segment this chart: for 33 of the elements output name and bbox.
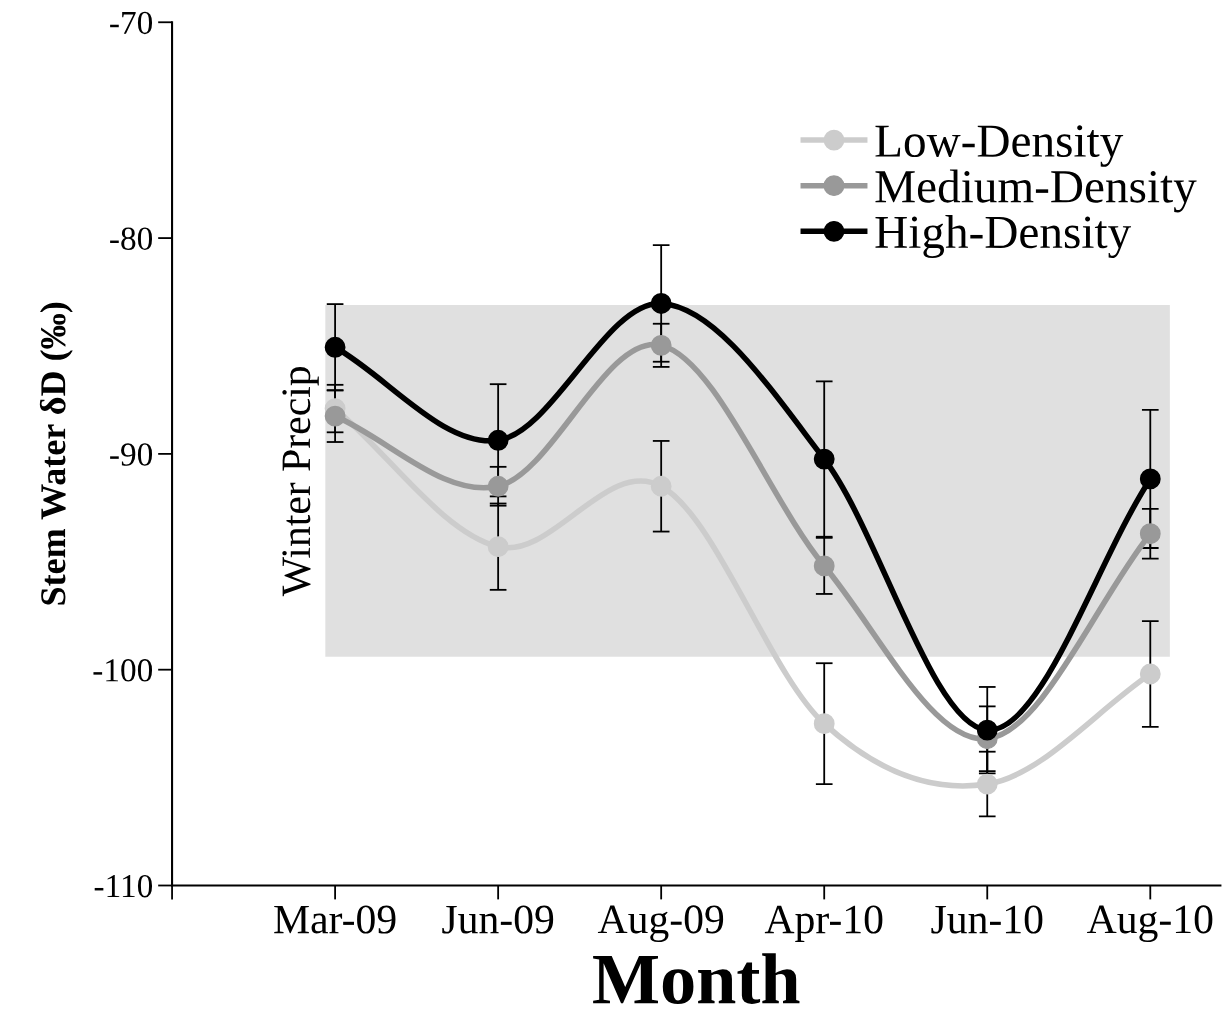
point — [650, 475, 672, 497]
x-tick-label: Aug-10 — [1087, 905, 1213, 943]
point — [487, 536, 509, 558]
point — [650, 334, 672, 356]
point — [650, 293, 672, 314]
x-tick-label: Mar-09 — [274, 905, 396, 934]
x-axis-title: Month — [593, 953, 800, 1004]
x-tick-label: Jun-10 — [931, 905, 1043, 934]
point — [324, 336, 346, 358]
point — [813, 555, 835, 577]
y-tick-label: -70 — [110, 11, 153, 35]
point — [1139, 468, 1161, 490]
x-tick-label: Aug-09 — [597, 905, 724, 943]
x-tick-label: Apr-10 — [764, 905, 883, 943]
y-tick-label: -80 — [110, 227, 153, 250]
y-tick-label: -110 — [94, 874, 153, 898]
point — [813, 448, 835, 470]
point — [976, 719, 998, 741]
point — [1139, 523, 1161, 545]
point — [1139, 663, 1161, 685]
point — [976, 773, 998, 795]
y-tick-label: -90 — [110, 443, 153, 466]
point — [324, 405, 346, 427]
band-label: Winter Precip — [282, 367, 319, 597]
legend-label: High-Density — [875, 215, 1132, 259]
x-tick-label: Jun-09 — [442, 905, 554, 934]
y-tick-label: -100 — [93, 659, 153, 682]
legend-label: Low-Density — [875, 125, 1124, 167]
legend-label: Medium-Density — [875, 169, 1197, 213]
point — [487, 429, 509, 451]
y-axis-title: Stem Water δD (‰) — [39, 302, 73, 605]
point — [813, 713, 835, 735]
point — [487, 475, 509, 497]
